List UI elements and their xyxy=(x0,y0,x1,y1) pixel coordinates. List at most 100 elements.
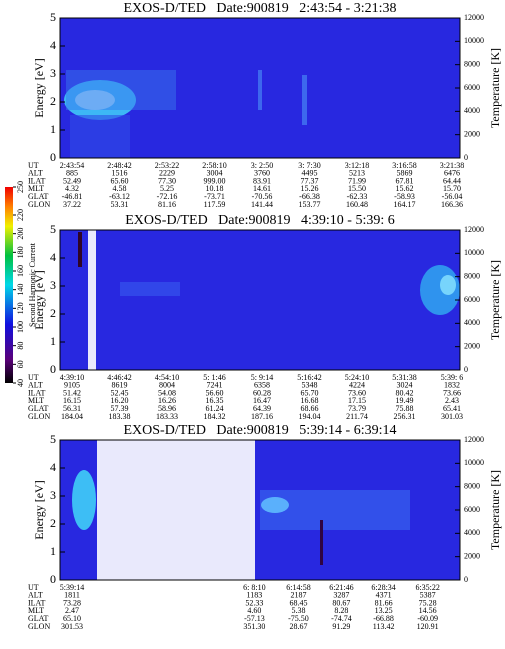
orbit-value: 4224 xyxy=(349,381,365,390)
orbit-value: 16.68 xyxy=(301,396,319,405)
orbit-value: 6476 xyxy=(444,169,460,178)
orbit-value: 1183 xyxy=(247,591,263,600)
orbit-value: 117.59 xyxy=(204,200,226,209)
y2-tick-label: 12000 xyxy=(464,435,484,444)
colorbar-label: Second Harmonic Current xyxy=(28,242,37,327)
orbit-value: 4:46:42 xyxy=(107,373,131,382)
orbit-value: 51.42 xyxy=(63,388,81,397)
orbit-value: 4.32 xyxy=(65,184,79,193)
y-axis-label: Energy [eV] xyxy=(32,58,46,117)
orbit-value: 2229 xyxy=(159,169,175,178)
orbit-value: -46.81 xyxy=(62,192,83,201)
y-tick-label: 1 xyxy=(50,544,56,558)
orbit-row-label: ALT xyxy=(28,169,43,178)
orbit-row-label: GLAT xyxy=(28,404,49,413)
orbit-value: 60.28 xyxy=(253,388,271,397)
orbit-row-label: MLT xyxy=(28,606,44,615)
colorbar-tick-label: 120 xyxy=(16,302,25,314)
y-tick-label: 0 xyxy=(50,362,56,376)
y-tick-label: 5 xyxy=(50,10,56,24)
orbit-value: 3024 xyxy=(397,381,413,390)
orbit-value: 81.66 xyxy=(375,598,393,607)
colorbar-tick-label: 250 xyxy=(16,181,25,193)
orbit-value: 14.56 xyxy=(419,606,437,615)
colorbar-tick-label: 180 xyxy=(16,246,25,258)
panel-title: EXOS-D/TED Date:900819 4:39:10 - 5:39: 6 xyxy=(125,213,394,228)
orbit-value: 4371 xyxy=(376,591,392,600)
y-tick-label: 5 xyxy=(50,432,56,446)
orbit-value: 19.49 xyxy=(396,396,414,405)
panel-title: EXOS-D/TED Date:900819 5:39:14 - 6:39:14 xyxy=(124,423,397,438)
orbit-value: 77.37 xyxy=(301,176,319,185)
orbit-value: -60.09 xyxy=(417,614,438,623)
y2-tick-label: 8000 xyxy=(464,481,480,490)
orbit-value: 184.32 xyxy=(204,412,226,421)
orbit-value: 2:58:10 xyxy=(202,161,226,170)
y-axis-label: Energy [eV] xyxy=(32,270,46,329)
y2-tick-label: 8000 xyxy=(464,59,480,68)
orbit-value: 1832 xyxy=(444,381,460,390)
orbit-value: 16.47 xyxy=(253,396,271,405)
axes-layer: EXOS-D/TED Date:900819 2:43:54 - 3:21:38… xyxy=(28,1,502,631)
y-tick-label: 3 xyxy=(50,278,56,292)
orbit-row-label: ILAT xyxy=(28,388,45,397)
y-axis-label: Energy [eV] xyxy=(32,480,46,539)
orbit-value: 4495 xyxy=(302,169,318,178)
orbit-value: 68.66 xyxy=(301,404,319,413)
colorbar-tick-label: 100 xyxy=(16,321,25,333)
colorbar-tick-label: 220 xyxy=(16,209,25,221)
orbit-value: 73.66 xyxy=(443,388,461,397)
orbit-row-label: UT xyxy=(28,583,39,592)
colorbar: 40 60 80 100 120 140 160 180 200 220 250 Second Har… xyxy=(5,181,37,387)
orbit-value: -66.38 xyxy=(299,192,320,201)
orbit-value: 52.49 xyxy=(63,176,81,185)
y2-axis-label: Temperature [K] xyxy=(488,260,502,340)
orbit-value: -73.71 xyxy=(204,192,225,201)
orbit-value: 64.44 xyxy=(443,176,461,185)
orbit-value: 5:39:14 xyxy=(60,583,84,592)
orbit-value: 2.47 xyxy=(65,606,79,615)
orbit-row-label: GLON xyxy=(28,622,50,631)
orbit-row-label: GLAT xyxy=(28,614,49,623)
orbit-value: 52.33 xyxy=(245,598,263,607)
orbit-value: 64.39 xyxy=(253,404,271,413)
orbit-value: 17.15 xyxy=(348,396,366,405)
orbit-value: 301.03 xyxy=(441,412,463,421)
y2-tick-label: 0 xyxy=(464,365,468,374)
colorbar-scale xyxy=(5,187,13,383)
orbit-value: 183.38 xyxy=(109,412,131,421)
y-tick-label: 4 xyxy=(50,250,56,264)
orbit-value: -72.16 xyxy=(157,192,178,201)
orbit-value: 81.16 xyxy=(158,200,176,209)
orbit-value: 153.77 xyxy=(299,200,321,209)
orbit-value: 9105 xyxy=(64,381,80,390)
orbit-value: -56.04 xyxy=(442,192,463,201)
orbit-value: 2.43 xyxy=(445,396,459,405)
orbit-row-label: GLON xyxy=(28,412,50,421)
colorbar-tick-label: 140 xyxy=(16,284,25,296)
orbit-value: 73.79 xyxy=(348,404,366,413)
orbit-value: 83.91 xyxy=(253,176,271,185)
panel-title: EXOS-D/TED Date:900819 2:43:54 - 3:21:38 xyxy=(124,1,397,16)
orbit-value: 351.30 xyxy=(243,622,265,631)
orbit-row-label: ILAT xyxy=(28,176,45,185)
orbit-value: 37.22 xyxy=(63,200,81,209)
y2-axis-label: Temperature [K] xyxy=(488,48,502,128)
y2-tick-label: 10000 xyxy=(464,36,484,45)
orbit-row-label: GLON xyxy=(28,200,50,209)
orbit-value: 4:54:10 xyxy=(155,373,179,382)
orbit-value: 13.25 xyxy=(375,606,393,615)
orbit-value: 5.38 xyxy=(291,606,305,615)
orbit-value: 3:16:58 xyxy=(392,161,416,170)
orbit-value: 4:39:10 xyxy=(60,373,84,382)
orbit-row-label: UT xyxy=(28,161,39,170)
orbit-row-label: UT xyxy=(28,373,39,382)
orbit-value: 194.04 xyxy=(299,412,321,421)
orbit-value: 187.16 xyxy=(251,412,273,421)
y-tick-label: 1 xyxy=(50,334,56,348)
y2-tick-label: 6000 xyxy=(464,83,480,92)
orbit-value: 166.36 xyxy=(441,200,463,209)
orbit-value: 57.39 xyxy=(111,404,129,413)
